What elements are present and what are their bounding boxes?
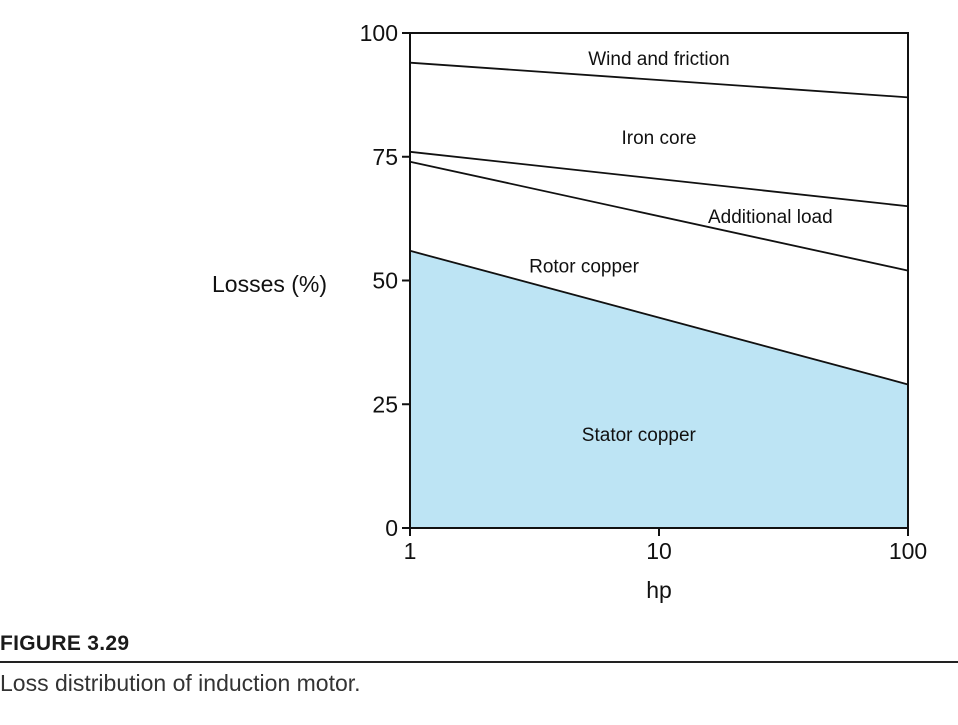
annotation-rotor-copper: Rotor copper <box>529 257 640 278</box>
x-tick-label-100: 100 <box>889 538 927 564</box>
y-tick-label-100: 100 <box>360 20 398 46</box>
y-tick-label-0: 0 <box>385 515 398 541</box>
boundary-line-3 <box>409 150 909 208</box>
y-tick-label-50: 50 <box>372 268 398 294</box>
y-tick-label-75: 75 <box>372 144 398 170</box>
figure-label: FIGURE 3.29 <box>0 632 130 655</box>
annotation-iron-core: Iron core <box>622 128 697 149</box>
boundary-line-2 <box>409 160 909 272</box>
region-stator-copper <box>410 250 908 529</box>
boundary-line-4 <box>409 61 909 99</box>
figure-divider <box>0 661 958 663</box>
annotation-stator-copper: Stator copper <box>582 425 697 446</box>
boundary-line-1 <box>409 249 909 386</box>
annotation-wind-and-friction: Wind and friction <box>588 49 730 70</box>
y-axis-label: Losses (%) <box>212 271 328 297</box>
x-tick-label-10: 10 <box>646 538 672 564</box>
x-tick-label-1: 1 <box>404 538 417 564</box>
x-axis-label: hp <box>646 577 672 603</box>
loss-distribution-chart: 0 25 50 75 100 1 10 100 hp Wind and friction Iron … <box>360 20 928 603</box>
figure-caption: Loss distribution of induction motor. <box>0 670 361 696</box>
annotation-additional-load: Additional load <box>708 207 833 228</box>
y-tick-label-25: 25 <box>372 391 398 417</box>
